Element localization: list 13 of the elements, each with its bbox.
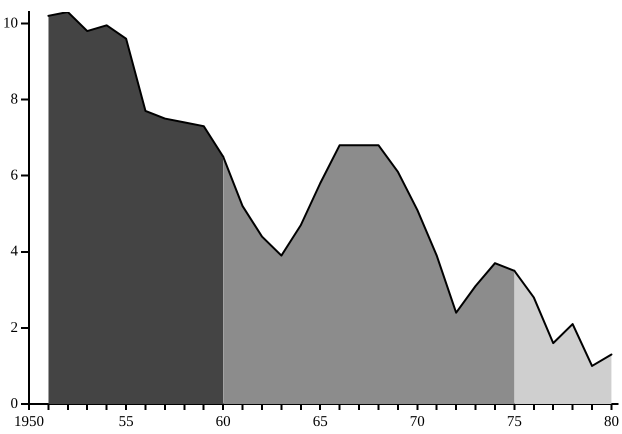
y-tick-label: 2 (10, 320, 18, 336)
x-tick-label: 1950 (14, 414, 44, 430)
x-tick-label: 75 (506, 414, 522, 430)
x-tick-label: 55 (118, 414, 134, 430)
x-tick-label: 60 (216, 414, 231, 430)
x-tick-label: 80 (604, 414, 619, 430)
y-tick-label: 0 (10, 396, 18, 412)
y-tick-label: 4 (10, 244, 18, 260)
y-tick-label: 8 (10, 91, 18, 108)
y-tick-label: 10 (3, 15, 18, 32)
y-tick-label: 6 (10, 168, 18, 184)
x-tick-label: 65 (312, 414, 328, 430)
x-tick-label: 70 (410, 414, 425, 430)
